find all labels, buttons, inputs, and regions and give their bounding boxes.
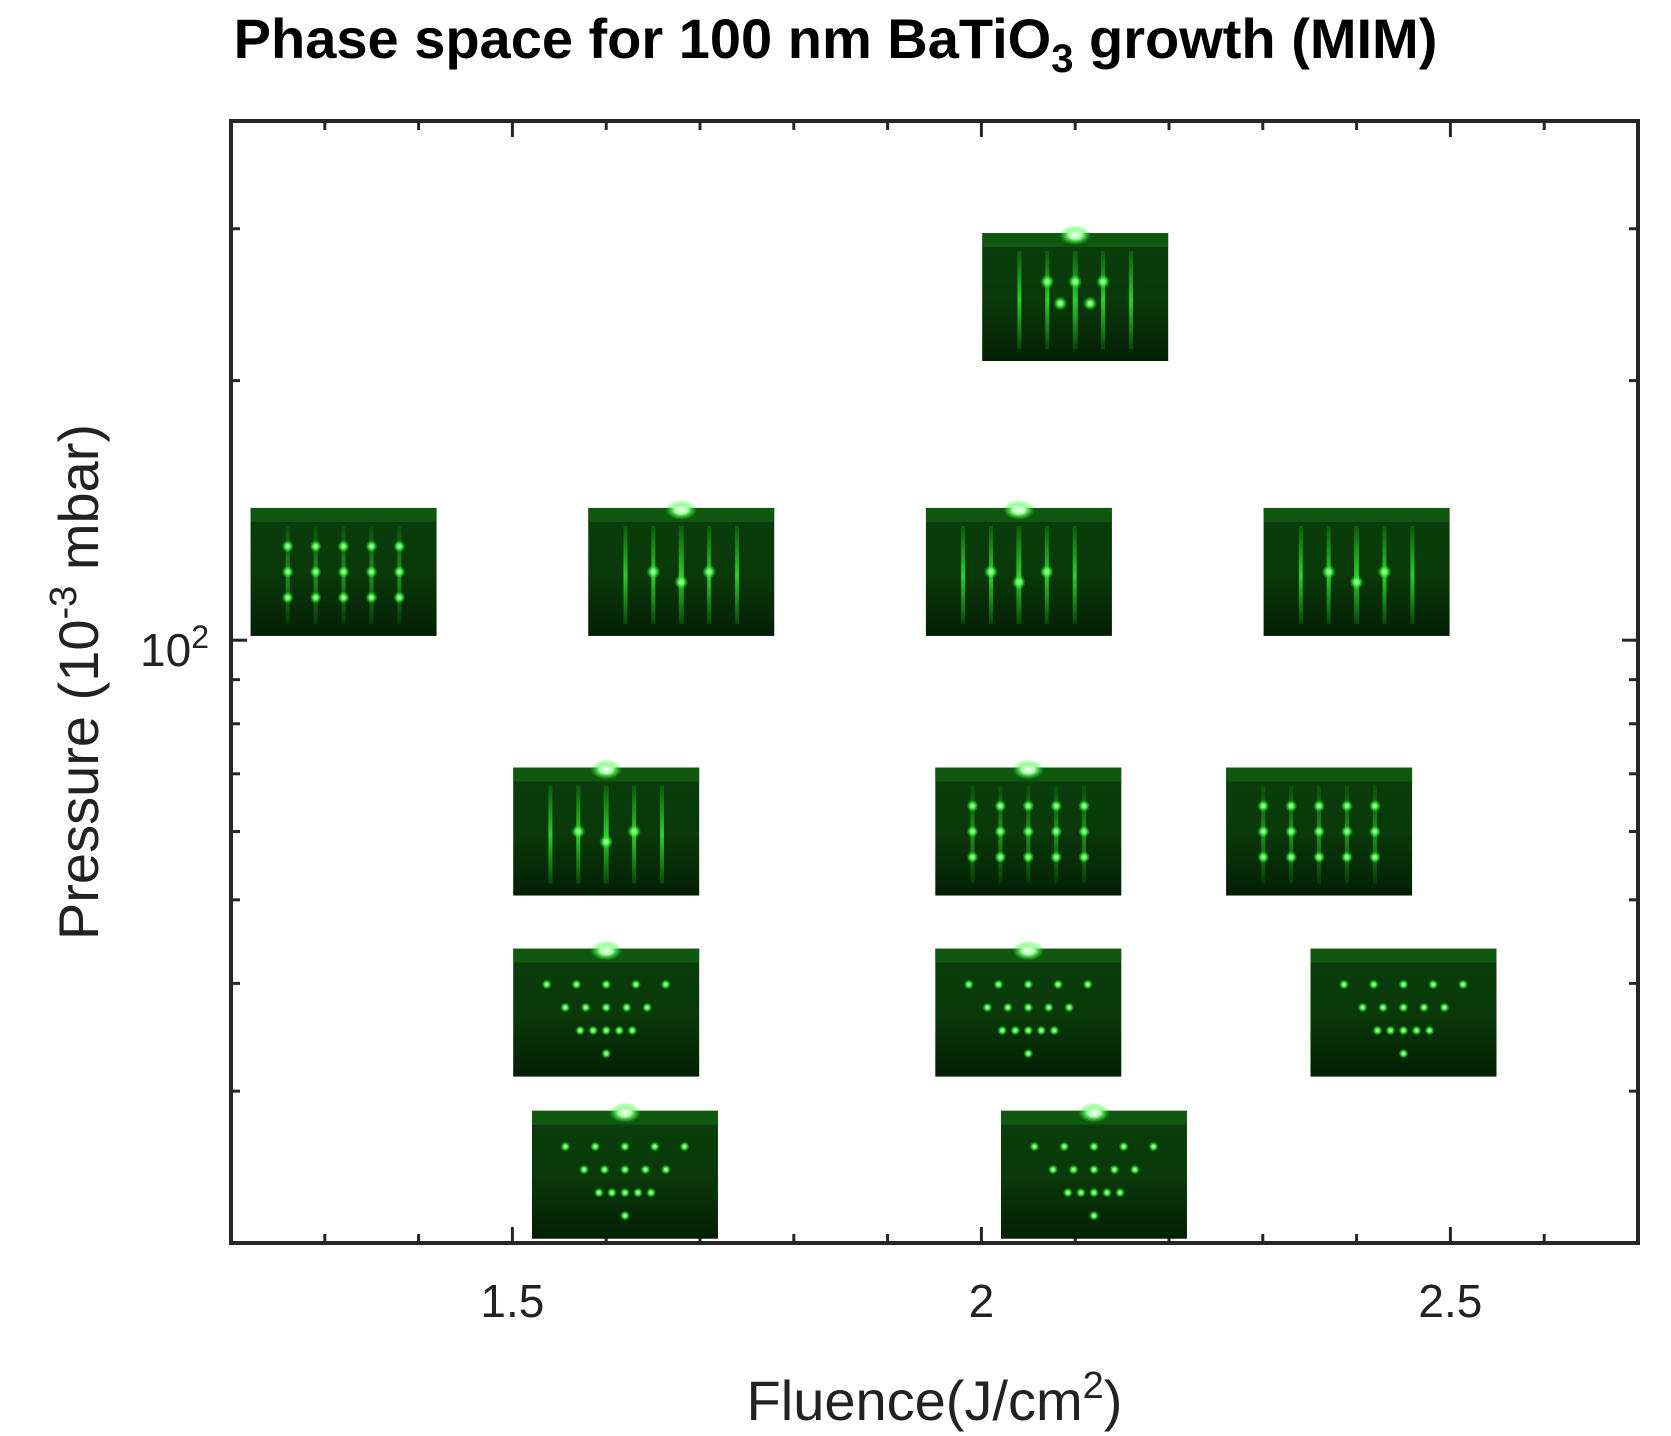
rheed-image-point <box>531 1102 718 1239</box>
rheed-image-point <box>1263 507 1450 636</box>
rheed-image-point <box>982 225 1169 362</box>
chart-title: Phase space for 100 nm BaTiO3 growth (MI… <box>0 6 1671 82</box>
rheed-image-point <box>588 499 775 636</box>
xtick-label: 2.5 <box>1418 1275 1482 1327</box>
ylabel-sup: -3 <box>43 586 85 620</box>
rheed-image-point <box>1000 1102 1187 1239</box>
plot-frame <box>229 119 1640 1245</box>
rheed-image-point <box>935 940 1122 1077</box>
rheed-image-point <box>513 759 700 896</box>
ytick-label-100: 102 <box>140 619 209 676</box>
rheed-image-point <box>925 499 1112 636</box>
title-subscript: 3 <box>1051 37 1074 81</box>
rheed-image-point <box>250 507 437 636</box>
title-tail: growth (MIM) <box>1073 7 1438 70</box>
xtick-label: 2 <box>969 1275 995 1327</box>
rheed-image-point <box>935 759 1122 896</box>
rheed-image-point <box>1310 948 1497 1077</box>
xlabel-sup: 2 <box>1083 1365 1104 1407</box>
xlabel-tail: ) <box>1104 1369 1123 1432</box>
xlabel-main: Fluence(J/cm <box>747 1369 1083 1432</box>
x-axis-label: Fluence(J/cm2) <box>747 1365 1123 1432</box>
rheed-image-point <box>513 940 700 1077</box>
xtick-label: 1.5 <box>480 1275 544 1327</box>
ytick-base: 10 <box>140 624 191 676</box>
ylabel-tail: mbar) <box>47 424 110 586</box>
ytick-exp: 2 <box>191 619 209 655</box>
rheed-image-point <box>1226 767 1413 896</box>
ylabel-main: Pressure (10 <box>47 620 110 941</box>
y-axis-label: Pressure (10-3 mbar) <box>43 424 110 940</box>
title-main: Phase space for 100 nm BaTiO <box>233 7 1052 70</box>
